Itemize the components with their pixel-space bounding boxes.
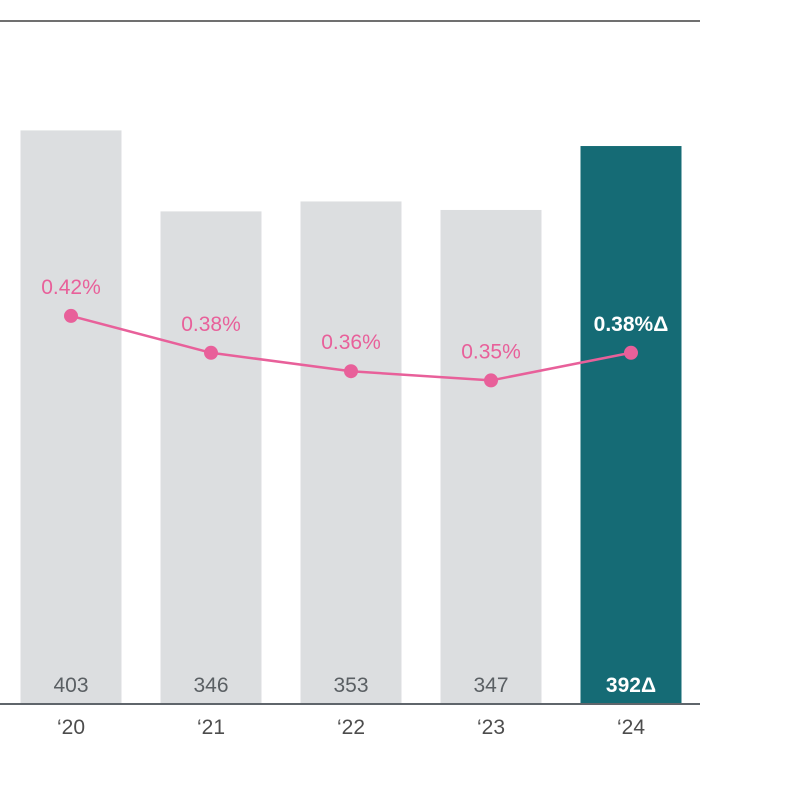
bar-2: [300, 201, 402, 703]
x-tick-labels: ‘20 ‘21 ‘22 ‘23 ‘24: [57, 716, 645, 739]
bar-4: [580, 146, 682, 704]
x-tick-label-1: ‘21: [197, 716, 225, 739]
bar-value-label-4: 392Δ: [606, 674, 656, 697]
x-tick-label-3: ‘23: [477, 716, 505, 739]
bar-value-label-0: 403: [53, 674, 88, 697]
bar-value-label-1: 346: [193, 674, 228, 697]
bar-value-label-2: 353: [333, 674, 368, 697]
rate-point-3: [484, 373, 498, 388]
x-tick-label-4: ‘24: [617, 716, 645, 739]
rate-point-1: [204, 345, 218, 360]
bar-0: [20, 130, 122, 703]
x-tick-label-0: ‘20: [57, 716, 85, 739]
rate-value-label-1: 0.38%: [181, 313, 241, 336]
rate-value-label-3: 0.35%: [461, 340, 521, 363]
bars-layer: 403 346 353 347 392Δ: [20, 130, 682, 704]
rate-value-label-0: 0.42%: [41, 276, 101, 299]
rate-line-layer: 0.42% 0.38% 0.36% 0.35% 0.38%Δ: [41, 276, 668, 388]
bar-1: [160, 211, 262, 703]
x-tick-label-2: ‘22: [337, 716, 365, 739]
rate-value-label-4: 0.38%Δ: [594, 313, 669, 336]
rate-value-label-2: 0.36%: [321, 331, 381, 354]
rate-point-0: [64, 308, 78, 323]
bar-3: [440, 209, 542, 704]
rate-point-2: [344, 364, 358, 379]
bar-value-label-3: 347: [473, 674, 508, 697]
rate-point-4: [624, 345, 638, 360]
